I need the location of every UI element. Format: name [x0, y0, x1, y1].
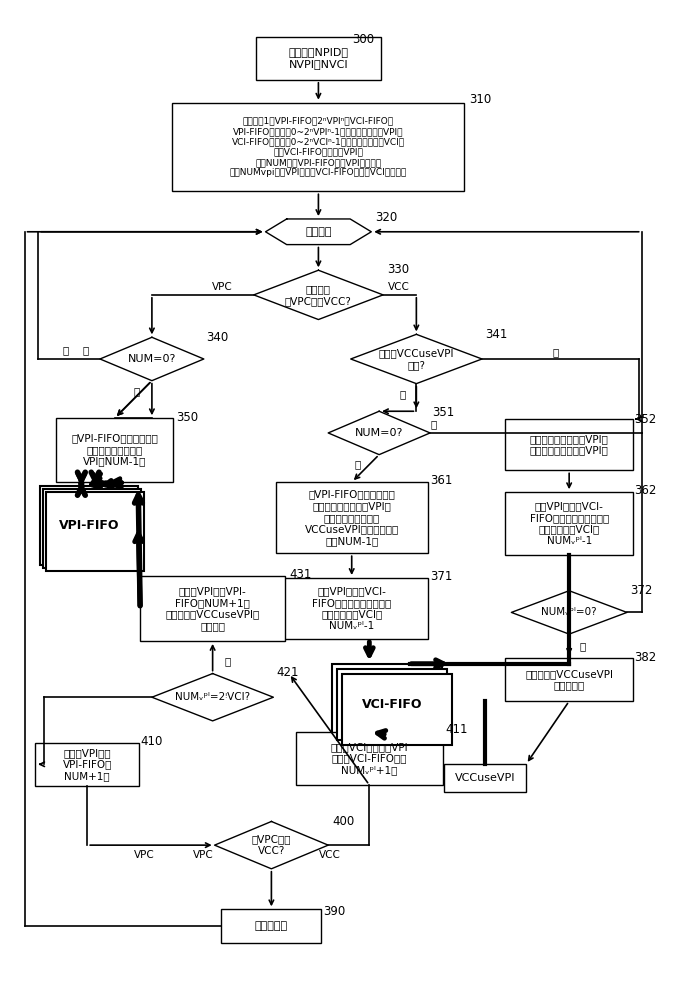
Text: 320: 320 — [375, 211, 397, 224]
Bar — [342, 674, 452, 745]
Text: 未建连接: 未建连接 — [305, 227, 332, 237]
Text: 382: 382 — [634, 651, 656, 664]
Bar — [140, 576, 285, 641]
Text: 350: 350 — [176, 411, 199, 424]
Text: 寄存器VCCuseVPI
有效?: 寄存器VCCuseVPI 有效? — [379, 348, 454, 370]
Text: VCCuseVPI: VCCuseVPI — [455, 773, 515, 783]
Text: 330: 330 — [387, 263, 409, 276]
Text: 是: 是 — [224, 656, 231, 666]
Text: VPI-FIFO: VPI-FIFO — [59, 519, 120, 532]
Text: 340: 340 — [206, 331, 228, 344]
Text: NUMᵥᵖᴵ=2ᵎVCI?: NUMᵥᵖᴵ=2ᵎVCI? — [175, 692, 250, 702]
Text: 用户设置NPID、
NVPI、NVCI: 用户设置NPID、 NVPI、NVCI — [289, 47, 348, 69]
Bar — [506, 658, 633, 701]
Bar — [172, 103, 464, 191]
Bar — [43, 489, 141, 568]
Text: 390: 390 — [323, 905, 345, 918]
Text: 421: 421 — [276, 666, 299, 679]
Text: 将内部VPI写入
VPI-FIFO，
NUM+1。: 将内部VPI写入 VPI-FIFO， NUM+1。 — [63, 748, 112, 781]
Polygon shape — [100, 337, 204, 381]
Text: 读该VPI对应的VCI-
FIFO，用读到的值作为此
次分配的内部VCI，
NUMᵥᵖᴵ-1: 读该VPI对应的VCI- FIFO，用读到的值作为此 次分配的内部VCI， NU… — [312, 586, 391, 631]
Polygon shape — [266, 219, 371, 245]
Text: 410: 410 — [140, 735, 162, 748]
Bar — [506, 492, 633, 555]
Text: 用该寄存器中保存的VPI值
作为此次分配的内部VPI。: 用该寄存器中保存的VPI值 作为此次分配的内部VPI。 — [530, 434, 608, 456]
Text: 352: 352 — [634, 413, 656, 426]
Polygon shape — [254, 270, 383, 320]
Polygon shape — [329, 411, 430, 455]
Text: 341: 341 — [485, 328, 507, 341]
Text: 软件设计1个VPI-FIFO和2ⁿVPIⁿ个VCI-FIFO。
VPI-FIFO里面写入0~2ⁿVPIⁿ-1作为可分配的内部VPI，
VCI-FIFO里面写入0: 软件设计1个VPI-FIFO和2ⁿVPIⁿ个VCI-FIFO。 VPI-FIFO… — [230, 116, 407, 177]
Polygon shape — [214, 821, 329, 869]
Text: 是VPC还是
VCC?: 是VPC还是 VCC? — [251, 834, 291, 856]
Bar — [332, 664, 442, 735]
Polygon shape — [351, 334, 482, 384]
Text: NUM=0?: NUM=0? — [128, 354, 176, 364]
Text: 读VPI-FIFO，用读到的值
作为此次分配的内部
VPI，NUM-1。: 读VPI-FIFO，用读到的值 作为此次分配的内部 VPI，NUM-1。 — [71, 433, 158, 466]
Text: 是: 是 — [580, 641, 586, 651]
Text: 否: 否 — [133, 387, 139, 397]
Text: 362: 362 — [634, 484, 656, 497]
Text: 是: 是 — [63, 345, 69, 355]
Text: 否: 否 — [400, 389, 406, 399]
Text: 将内部VCI写入内部VPI
对应的VCI-FIFO中，
NUMᵥᵖᴵ+1。: 将内部VCI写入内部VPI 对应的VCI-FIFO中， NUMᵥᵖᴵ+1。 — [331, 742, 408, 775]
Text: 读该VPI对应的VCI-
FIFO，用读到的值作为此
次分配的内部VCI，
NUMᵥᵖᴵ-1: 读该VPI对应的VCI- FIFO，用读到的值作为此 次分配的内部VCI， NU… — [529, 501, 609, 546]
Text: NUM=0?: NUM=0? — [355, 428, 404, 438]
Bar — [222, 909, 321, 943]
Bar — [276, 482, 428, 553]
Bar — [276, 578, 428, 639]
Bar — [256, 37, 381, 80]
Text: 361: 361 — [430, 474, 452, 487]
Bar — [337, 669, 447, 740]
Bar — [41, 486, 138, 565]
Bar — [46, 492, 144, 571]
Text: VCC: VCC — [319, 850, 341, 860]
Text: 411: 411 — [445, 723, 468, 736]
Text: 351: 351 — [432, 406, 454, 419]
Text: 310: 310 — [469, 93, 491, 106]
Bar — [506, 419, 633, 470]
Text: VCI-FIFO: VCI-FIFO — [362, 698, 422, 711]
Text: 将内部VPI写入VPI-
FIFO，NUM+1，
复位寄存器VCCuseVPI的
有效位。: 将内部VPI写入VPI- FIFO，NUM+1， 复位寄存器VCCuseVPI的… — [166, 586, 260, 631]
Text: 是: 是 — [82, 345, 89, 355]
Text: VPC: VPC — [193, 850, 213, 860]
Bar — [35, 743, 139, 786]
Polygon shape — [152, 674, 273, 721]
Text: 431: 431 — [289, 568, 312, 581]
Text: 复位寄存器VCCuseVPI
的有效位。: 复位寄存器VCCuseVPI 的有效位。 — [525, 669, 613, 690]
Text: NUMᵥᵖᴵ=0?: NUMᵥᵖᴵ=0? — [541, 607, 597, 617]
Text: 300: 300 — [352, 33, 374, 46]
Text: VPC: VPC — [212, 282, 233, 292]
Text: 371: 371 — [430, 570, 452, 583]
Text: 用户删连接: 用户删连接 — [255, 921, 288, 931]
Bar — [296, 732, 443, 785]
Text: 372: 372 — [630, 584, 652, 597]
Text: 是: 是 — [552, 347, 558, 357]
Text: 否: 否 — [354, 460, 361, 470]
Polygon shape — [511, 591, 627, 634]
Text: 400: 400 — [332, 815, 354, 828]
Bar — [56, 418, 174, 482]
Bar — [443, 764, 526, 792]
Text: 读VPI-FIFO，用读到的值
作为此次分配的内部VPI，
并将该值写入寄存器
VCCuseVPI，置位其有效
位。NUM-1。: 读VPI-FIFO，用读到的值 作为此次分配的内部VPI， 并将该值写入寄存器 … — [305, 490, 399, 546]
Text: 是: 是 — [431, 419, 437, 429]
Text: 所建连接
是VPC还是VCC?: 所建连接 是VPC还是VCC? — [285, 284, 352, 306]
Text: VPC: VPC — [134, 850, 154, 860]
Text: VCC: VCC — [388, 282, 410, 292]
